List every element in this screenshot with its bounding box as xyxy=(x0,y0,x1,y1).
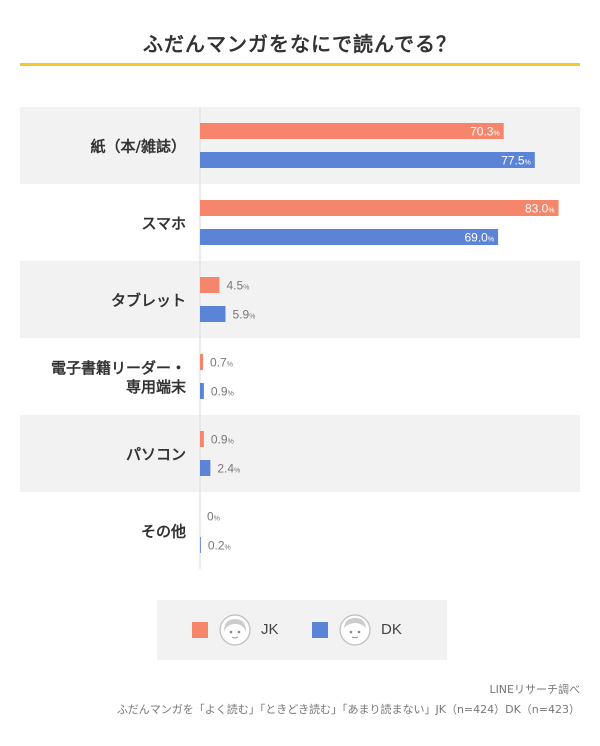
data-label-unit: % xyxy=(488,237,494,244)
bar-jk xyxy=(200,354,204,370)
data-label: 70.3% xyxy=(470,125,500,139)
data-label-value: 4.5 xyxy=(226,279,243,293)
title-underline xyxy=(20,63,580,66)
bar-dk xyxy=(200,152,535,168)
legend-label-dk: DK xyxy=(381,621,402,638)
data-label: 0.7% xyxy=(210,356,233,370)
data-label-value: 0.2 xyxy=(208,539,225,553)
data-label: 77.5% xyxy=(501,154,531,168)
category-label: 紙（本/雑誌） xyxy=(91,138,186,156)
category-label: その他 xyxy=(141,523,186,541)
data-label-value: 0 xyxy=(207,510,214,524)
data-label-unit: % xyxy=(243,285,249,292)
data-label-unit: % xyxy=(249,314,255,321)
data-label-value: 69.0 xyxy=(464,231,488,245)
data-label-unit: % xyxy=(214,516,220,523)
bar-dk xyxy=(200,229,499,245)
data-label: 83.0% xyxy=(525,202,555,216)
data-label-unit: % xyxy=(493,131,499,138)
data-label-value: 77.5 xyxy=(501,154,525,168)
legend-swatch-dk xyxy=(312,622,328,638)
data-label-value: 0.7 xyxy=(210,356,227,370)
category-label: 電子書籍リーダー・ xyxy=(51,359,186,377)
chart-title: ふだんマンガをなにで読んでる？ xyxy=(143,32,457,56)
data-label: 0.9% xyxy=(211,433,234,447)
category-label: 専用端末 xyxy=(126,378,187,396)
bar-dk xyxy=(200,537,201,553)
category-label: タブレット xyxy=(111,292,186,310)
data-label: 4.5% xyxy=(226,279,249,293)
bar-dk xyxy=(200,306,226,322)
data-label-value: 0.9 xyxy=(211,385,228,399)
legend-label-jk: JK xyxy=(261,621,279,638)
data-label: 0.2% xyxy=(208,539,231,553)
boy-face-icon xyxy=(339,614,371,646)
row-band xyxy=(20,261,580,338)
data-label-value: 70.3 xyxy=(470,125,494,139)
bar-dk xyxy=(200,460,211,476)
data-label-unit: % xyxy=(227,362,233,369)
survey-note: ふだんマンガを「よく読む」「ときどき読む」「あまり読まない」JK（n=424）D… xyxy=(116,703,580,716)
data-label-unit: % xyxy=(228,391,234,398)
bar-jk xyxy=(200,431,204,447)
data-label-unit: % xyxy=(228,439,234,446)
data-label-value: 2.4 xyxy=(217,462,234,476)
legend-swatch-jk xyxy=(192,622,208,638)
bar-jk xyxy=(200,277,220,293)
data-label: 0.9% xyxy=(211,385,234,399)
bar-jk xyxy=(200,123,504,139)
bar-dk xyxy=(200,383,204,399)
data-label-value: 83.0 xyxy=(525,202,549,216)
girl-face-icon xyxy=(219,614,251,646)
category-label: スマホ xyxy=(141,215,186,233)
data-label-unit: % xyxy=(548,208,554,215)
data-label: 2.4% xyxy=(217,462,240,476)
data-label: 69.0% xyxy=(464,231,494,245)
bar-jk xyxy=(200,200,559,216)
data-label: 0% xyxy=(207,510,220,524)
data-label-value: 0.9 xyxy=(211,433,228,447)
data-label-unit: % xyxy=(234,468,240,475)
data-label-value: 5.9 xyxy=(232,308,249,322)
data-label: 5.9% xyxy=(232,308,255,322)
source-credit: LINEリサーチ調べ xyxy=(489,683,580,696)
row-band xyxy=(20,107,580,184)
data-label-unit: % xyxy=(525,160,531,167)
data-label-unit: % xyxy=(225,545,231,552)
row-band xyxy=(20,415,580,492)
category-label: パソコン xyxy=(126,446,186,464)
legend: JK DK xyxy=(157,600,447,660)
